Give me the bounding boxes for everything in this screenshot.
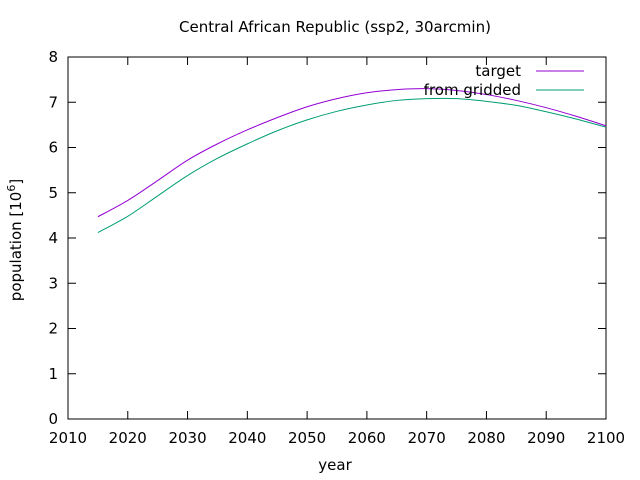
x-tick-label: 2090 [527, 429, 565, 447]
y-axis-label-text: population [10 [7, 192, 25, 302]
y-tick-label: 2 [48, 320, 58, 338]
y-tick-label: 1 [48, 365, 58, 383]
x-tick-label: 2060 [348, 429, 386, 447]
y-tick-label: 6 [48, 139, 58, 157]
y-tick-label: 8 [48, 48, 58, 66]
y-axis: 0 1 2 3 4 5 6 7 8 [48, 48, 606, 428]
x-tick-label: 2020 [109, 429, 147, 447]
x-axis: 2010 2020 2030 2040 2050 2060 2070 2080 2090 2100 [49, 57, 625, 447]
series-line-target [97, 88, 607, 218]
x-tick-label: 2070 [408, 429, 446, 447]
y-tick-label: 7 [48, 93, 58, 111]
y-axis-label-exponent: 6 [5, 185, 18, 192]
series-line-from-gridded [97, 97, 607, 234]
y-axis-label: population [106] [5, 179, 25, 301]
series-lines [97, 88, 607, 234]
y-axis-label-close: ] [7, 179, 25, 185]
x-tick-label: 2030 [168, 429, 206, 447]
x-tick-label: 2040 [228, 429, 266, 447]
x-tick-label: 2010 [49, 429, 87, 447]
chart-title: Central African Republic (ssp2, 30arcmin… [179, 18, 491, 36]
y-tick-label: 5 [48, 184, 58, 202]
y-tick-label: 4 [48, 229, 58, 247]
y-tick-label: 3 [48, 274, 58, 292]
x-axis-label: year [318, 456, 352, 474]
legend-label-from-gridded: from gridded [424, 81, 521, 99]
y-tick-label: 0 [48, 410, 58, 428]
x-tick-label: 2100 [587, 429, 625, 447]
x-tick-label: 2050 [288, 429, 326, 447]
legend-label-target: target [475, 62, 521, 80]
x-tick-label: 2080 [467, 429, 505, 447]
